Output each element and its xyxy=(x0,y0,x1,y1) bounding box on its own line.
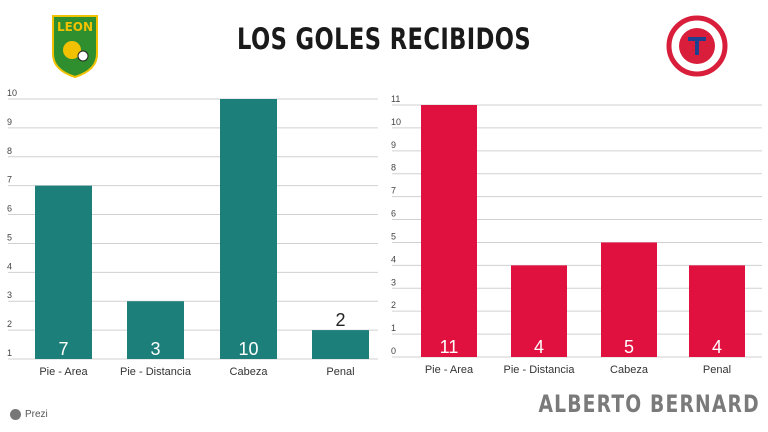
toluca-logo xyxy=(666,15,728,77)
y-tick-label: 3 xyxy=(391,277,396,287)
y-tick-label: 8 xyxy=(7,146,12,156)
y-tick-label: 9 xyxy=(7,117,12,127)
bar xyxy=(689,265,745,357)
x-tick-label: Pie - Distancia xyxy=(120,366,192,378)
bar xyxy=(312,330,369,359)
y-tick-label: 1 xyxy=(391,323,396,333)
bar xyxy=(127,301,184,359)
y-tick-label: 7 xyxy=(391,186,396,196)
prezi-icon xyxy=(10,409,21,420)
y-tick-label: 7 xyxy=(7,175,12,185)
data-label: 3 xyxy=(150,339,160,359)
prezi-badge: Prezi xyxy=(10,409,48,420)
chart-leon: 1 2 3 4 5 6 7 8 9 10 Pie - Area 7 Pie - Distancia 3 Ca… xyxy=(7,88,378,378)
data-label: 11 xyxy=(440,337,459,357)
x-tick-label: Cabeza xyxy=(230,366,269,378)
data-label: 5 xyxy=(624,337,634,357)
y-tick-label: 9 xyxy=(391,140,396,150)
y-tick-label: 8 xyxy=(391,163,396,173)
page-title: LOS GOLES RECIBIDOS xyxy=(236,22,532,56)
bar xyxy=(220,99,277,359)
bar xyxy=(421,105,477,357)
x-tick-label: Pie - Area xyxy=(39,366,88,378)
author-name: ALBERTO BERNARD xyxy=(538,390,760,418)
y-tick-label: 5 xyxy=(7,232,12,242)
y-tick-label: 1 xyxy=(7,348,12,358)
prezi-label: Prezi xyxy=(25,409,48,420)
data-label: 4 xyxy=(712,337,722,357)
y-tick-label: 6 xyxy=(391,209,396,219)
y-tick-label: 4 xyxy=(391,254,396,264)
x-tick-label: Cabeza xyxy=(610,364,649,376)
y-tick-label: 2 xyxy=(391,300,396,310)
y-tick-label: 6 xyxy=(7,204,12,214)
leon-logo-text: LEON xyxy=(57,20,93,34)
x-tick-label: Penal xyxy=(326,366,354,378)
y-tick-label: 5 xyxy=(391,231,396,241)
y-tick-label: 10 xyxy=(7,88,17,98)
y-tick-label: 3 xyxy=(7,290,12,300)
x-tick-label: Penal xyxy=(703,364,731,376)
y-tick-label: 0 xyxy=(391,346,396,356)
data-label: 10 xyxy=(238,339,258,359)
data-label: 2 xyxy=(335,310,345,330)
bar xyxy=(601,242,657,357)
y-tick-label: 4 xyxy=(7,261,12,271)
data-label: 7 xyxy=(58,339,68,359)
bar xyxy=(511,265,567,357)
bar xyxy=(35,185,92,359)
y-tick-label: 11 xyxy=(391,94,400,104)
data-label: 4 xyxy=(534,337,544,357)
x-tick-label: Pie - Area xyxy=(425,364,474,376)
y-tick-label: 10 xyxy=(391,117,401,127)
y-tick-label: 2 xyxy=(7,319,12,329)
leon-logo: LEON xyxy=(52,15,98,78)
chart-toluca: 0 1 2 3 4 5 6 7 8 9 10 11 Pie - Area 11 Pie - Distanci… xyxy=(391,94,762,376)
x-tick-label: Pie - Distancia xyxy=(504,364,576,376)
